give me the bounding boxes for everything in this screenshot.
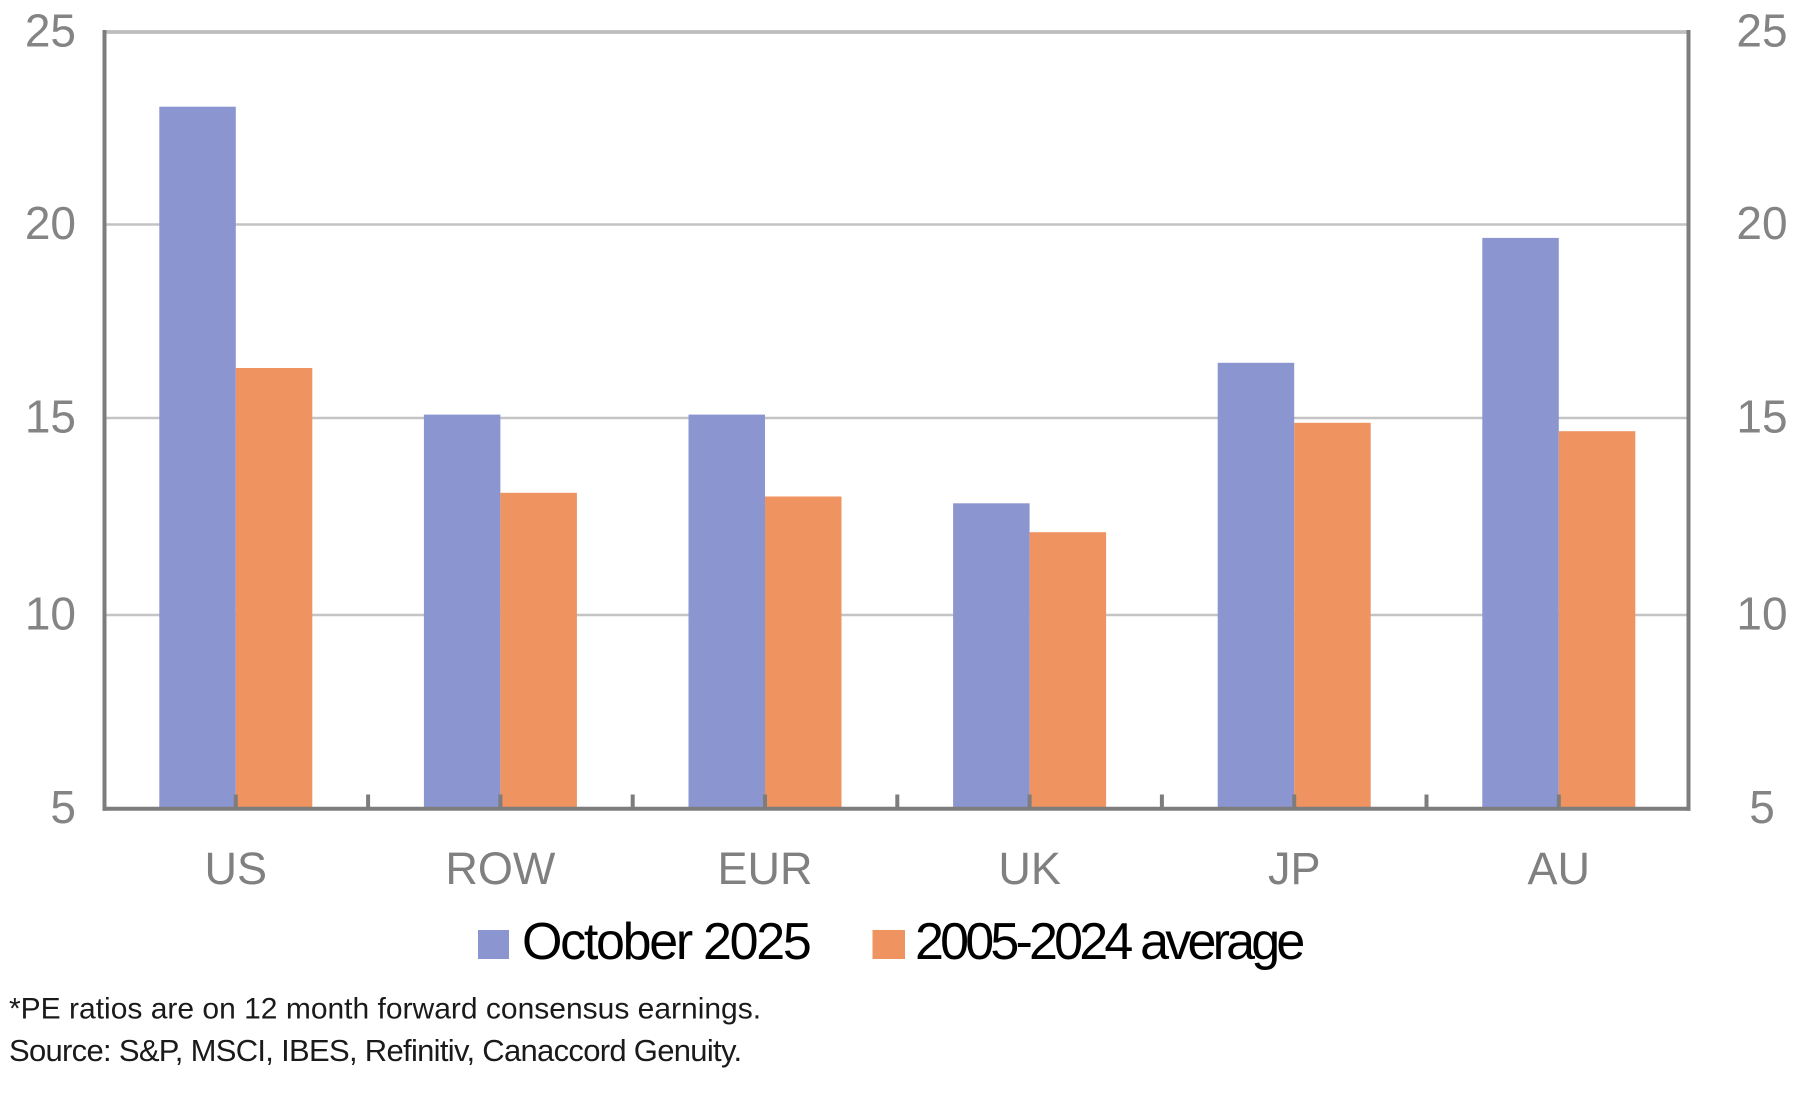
svg-text:*PE ratios are on 12 month for: *PE ratios are on 12 month forward conse… [9, 993, 761, 1026]
svg-text:5: 5 [50, 781, 76, 833]
svg-text:15: 15 [1736, 390, 1787, 442]
svg-text:10: 10 [25, 587, 76, 639]
svg-text:25: 25 [25, 4, 76, 56]
svg-text:10: 10 [1736, 587, 1787, 639]
svg-text:JP: JP [1268, 843, 1321, 894]
svg-text:20: 20 [25, 197, 76, 249]
svg-text:Source: S&P, MSCI, IBES, Refin: Source: S&P, MSCI, IBES, Refinitiv, Cana… [9, 1033, 741, 1068]
svg-text:UK: UK [998, 843, 1061, 894]
svg-text:October 2025: October 2025 [522, 913, 810, 971]
svg-text:5: 5 [1749, 781, 1775, 833]
svg-text:ROW: ROW [445, 843, 556, 894]
svg-text:AU: AU [1528, 843, 1591, 894]
svg-text:2005-2024 average: 2005-2024 average [915, 913, 1303, 971]
svg-text:15: 15 [25, 390, 76, 442]
svg-text:25: 25 [1736, 4, 1787, 56]
svg-text:US: US [205, 843, 268, 894]
svg-text:EUR: EUR [717, 843, 812, 894]
svg-text:20: 20 [1736, 197, 1787, 249]
